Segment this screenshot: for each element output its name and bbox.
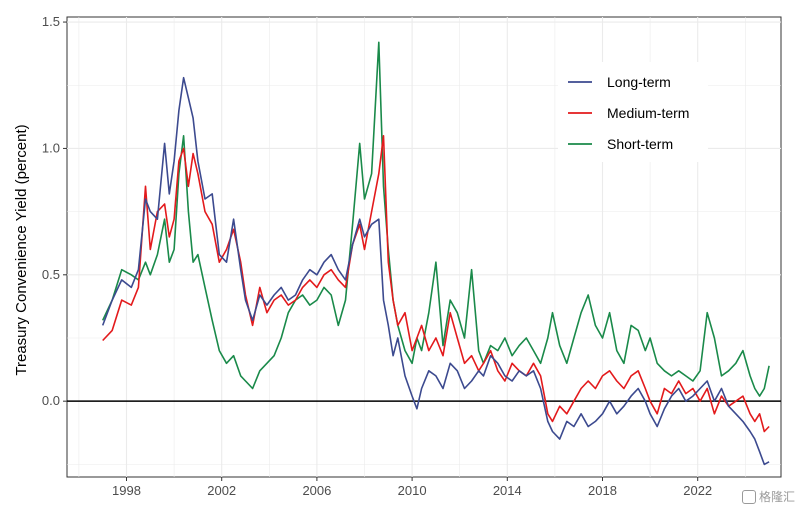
series-line-medium-term [102, 135, 770, 433]
x-tick-label: 2006 [302, 483, 331, 498]
x-tick-label: 2002 [207, 483, 236, 498]
series-lines [101, 41, 770, 466]
y-tick-label: 1.0 [42, 140, 60, 155]
y-tick-label: 0.0 [42, 393, 60, 408]
legend: Long-term Medium-term Short-term [558, 62, 708, 162]
watermark-text: 格隆汇 [758, 490, 795, 504]
legend-label: Long-term [607, 74, 671, 90]
x-tick-label: 2014 [493, 483, 522, 498]
legend-label: Short-term [607, 136, 673, 152]
axes: 1998 2002 2006 2010 2014 2018 2022 0.0 0.5 1.0 1.5 [42, 14, 712, 498]
y-tick-label: 1.5 [42, 14, 60, 29]
watermark-logo-icon [741, 489, 756, 504]
x-tick-label: 2010 [398, 483, 427, 498]
legend-background [558, 62, 708, 162]
x-tick-label: 2022 [683, 483, 712, 498]
legend-label: Medium-term [607, 105, 689, 121]
x-tick-label: 1998 [112, 483, 141, 498]
series-line-short-term [101, 41, 770, 397]
y-axis-title: Treasury Convenience Yield (percent) [13, 124, 30, 375]
y-tick-label: 0.5 [42, 267, 60, 282]
watermark: 格隆汇 [741, 488, 795, 505]
series-line-long-term [101, 76, 770, 466]
x-tick-label: 2018 [588, 483, 617, 498]
